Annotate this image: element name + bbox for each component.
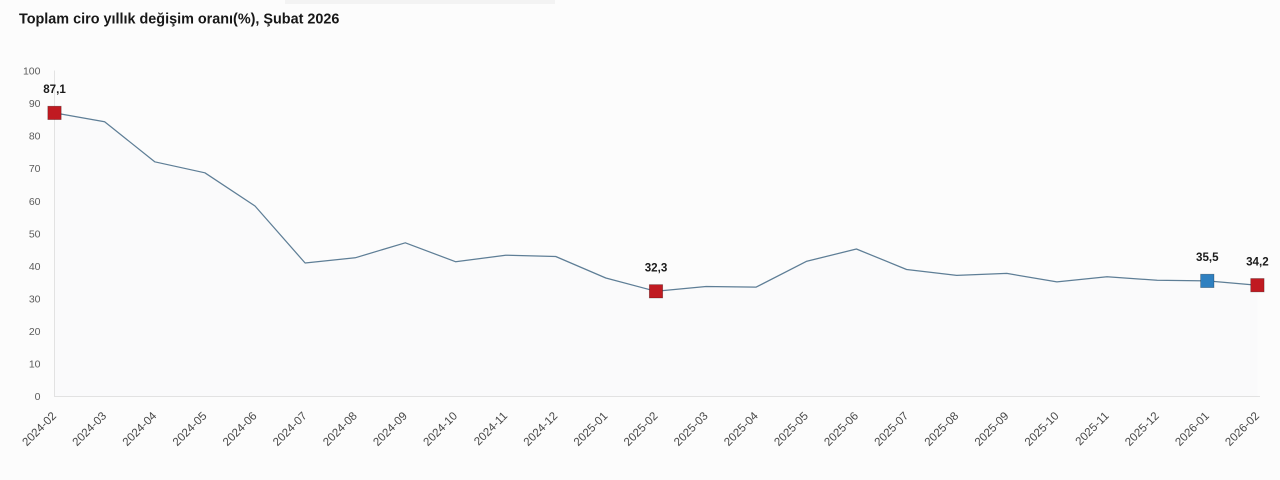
svg-text:100: 100: [23, 66, 41, 78]
svg-text:2024-09: 2024-09: [371, 409, 410, 448]
svg-text:35,5: 35,5: [1196, 251, 1219, 264]
svg-text:2025-05: 2025-05: [772, 409, 811, 448]
svg-text:2025-03: 2025-03: [671, 409, 710, 448]
svg-text:32,3: 32,3: [645, 262, 668, 275]
svg-text:2025-07: 2025-07: [872, 409, 911, 448]
svg-text:2025-11: 2025-11: [1073, 409, 1112, 448]
svg-text:2024-07: 2024-07: [270, 409, 309, 448]
svg-text:0: 0: [35, 391, 41, 403]
svg-text:90: 90: [29, 98, 41, 110]
svg-text:70: 70: [29, 163, 41, 175]
svg-text:20: 20: [29, 326, 41, 338]
svg-text:10: 10: [29, 359, 41, 371]
svg-text:2025-02: 2025-02: [621, 409, 660, 448]
svg-text:2025-01: 2025-01: [571, 409, 610, 448]
svg-text:2025-12: 2025-12: [1123, 409, 1162, 448]
svg-text:87,1: 87,1: [43, 83, 66, 96]
svg-text:2025-04: 2025-04: [722, 409, 762, 449]
svg-text:30: 30: [29, 293, 41, 305]
svg-text:2024-06: 2024-06: [220, 409, 259, 448]
svg-text:2025-08: 2025-08: [922, 409, 961, 448]
svg-text:2025-10: 2025-10: [1022, 409, 1061, 448]
svg-text:2025-06: 2025-06: [822, 409, 861, 448]
svg-text:80: 80: [29, 131, 41, 143]
svg-text:2024-02: 2024-02: [20, 409, 59, 448]
svg-text:2024-12: 2024-12: [521, 409, 560, 448]
svg-text:60: 60: [29, 196, 41, 208]
svg-text:40: 40: [29, 261, 41, 273]
svg-text:2024-05: 2024-05: [170, 409, 209, 448]
svg-text:2024-08: 2024-08: [321, 409, 360, 448]
svg-text:50: 50: [29, 228, 41, 240]
svg-text:2025-09: 2025-09: [972, 409, 1011, 448]
svg-text:34,2: 34,2: [1246, 255, 1269, 268]
svg-text:Toplam ciro yıllık değişim ora: Toplam ciro yıllık değişim oranı(%), Şub…: [19, 11, 339, 27]
svg-text:2024-03: 2024-03: [70, 409, 109, 448]
svg-text:2026-02: 2026-02: [1223, 409, 1262, 448]
svg-text:2024-10: 2024-10: [421, 409, 460, 448]
svg-text:2026-01: 2026-01: [1173, 409, 1212, 448]
svg-text:2024-11: 2024-11: [472, 409, 511, 448]
svg-text:2024-04: 2024-04: [120, 409, 160, 449]
